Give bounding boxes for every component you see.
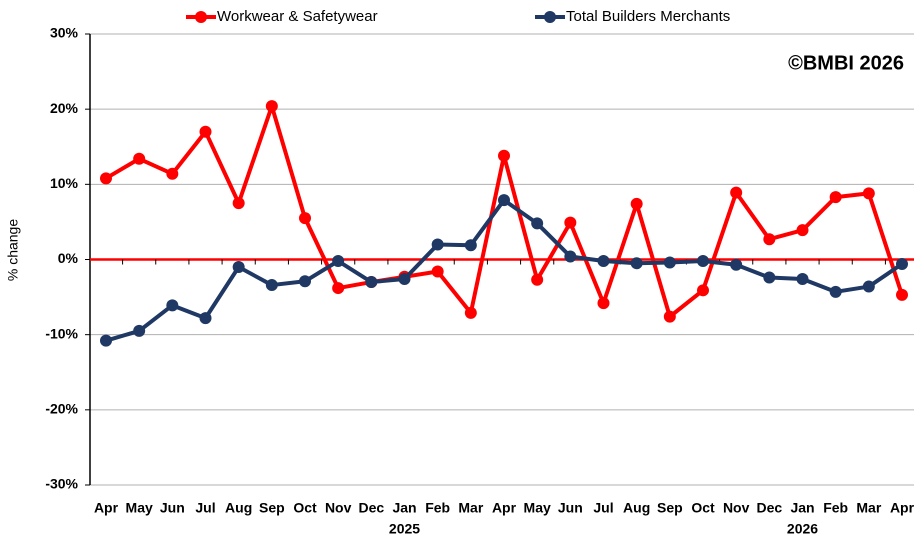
- legend-marker: [544, 11, 556, 23]
- data-point: [730, 186, 743, 199]
- y-tick-label: 10%: [50, 175, 79, 191]
- x-tick-label: Oct: [293, 500, 317, 516]
- x-tick-label: Dec: [358, 500, 384, 516]
- x-tick-label: Feb: [823, 500, 848, 516]
- data-point: [862, 187, 875, 200]
- data-point: [829, 285, 842, 298]
- x-tick-label: Dec: [756, 500, 782, 516]
- x-tick-label: Jul: [593, 500, 613, 516]
- x-tick-label: Nov: [723, 500, 750, 516]
- copyright: ©BMBI 2026: [788, 52, 904, 74]
- data-point: [398, 273, 411, 286]
- series-line: [105, 198, 904, 343]
- x-tick-label: May: [126, 500, 153, 516]
- x-tick-label: Sep: [657, 500, 683, 516]
- data-point: [299, 275, 311, 288]
- data-point: [531, 217, 544, 230]
- data-point: [697, 255, 709, 268]
- data-point: [100, 334, 112, 347]
- x-tick-label: Apr: [890, 500, 914, 516]
- data-point: [862, 280, 875, 293]
- data-point: [498, 149, 510, 162]
- y-tick-label: 0%: [58, 250, 79, 266]
- data-point: [166, 299, 179, 312]
- data-point: [597, 255, 610, 268]
- data-point: [630, 257, 643, 270]
- data-point: [166, 167, 179, 180]
- data-point: [498, 194, 510, 207]
- x-tick-label: Feb: [425, 500, 450, 516]
- x-tick-label: Sep: [259, 500, 285, 516]
- data-point: [100, 172, 112, 185]
- data-point: [896, 258, 908, 271]
- y-tick-label: -30%: [45, 476, 78, 492]
- data-point: [564, 250, 577, 263]
- data-point: [431, 265, 444, 278]
- data-point: [464, 239, 477, 252]
- data-point: [299, 212, 311, 225]
- data-point: [896, 288, 908, 301]
- y-tick-label: 30%: [50, 25, 79, 41]
- data-point: [199, 125, 212, 138]
- data-point: [663, 310, 676, 323]
- data-point: [531, 273, 544, 286]
- x-tick-label: Jan: [790, 500, 814, 516]
- data-point: [796, 224, 809, 237]
- data-point: [265, 279, 278, 292]
- legend-marker: [195, 11, 207, 23]
- x-tick-label: Jun: [160, 500, 185, 516]
- data-point: [597, 297, 610, 310]
- data-point: [431, 238, 444, 251]
- x-tick-label: May: [524, 500, 551, 516]
- year-label: 2026: [787, 521, 818, 537]
- data-point: [564, 216, 577, 229]
- data-point: [663, 256, 676, 269]
- data-point: [829, 191, 842, 204]
- x-tick-label: Aug: [225, 500, 252, 516]
- x-tick-label: Mar: [458, 500, 483, 516]
- data-point: [265, 100, 278, 113]
- x-tick-label: Apr: [94, 500, 119, 516]
- x-tick-label: Apr: [492, 500, 517, 516]
- x-tick-label: Jun: [558, 500, 583, 516]
- data-point: [199, 312, 212, 325]
- data-point: [332, 255, 345, 268]
- y-tick-label: -10%: [45, 325, 78, 341]
- x-tick-label: Mar: [856, 500, 881, 516]
- x-tick-label: Aug: [623, 500, 650, 516]
- data-point: [763, 271, 776, 284]
- x-tick-label: Nov: [325, 500, 352, 516]
- x-tick-label: Oct: [691, 500, 715, 516]
- legend-label: Total Builders Merchants: [566, 8, 730, 25]
- year-label: 2025: [389, 521, 420, 537]
- data-point: [763, 233, 776, 246]
- data-point: [133, 152, 146, 165]
- y-tick-label: 20%: [50, 100, 79, 116]
- data-point: [464, 306, 477, 319]
- data-point: [730, 258, 743, 271]
- data-point: [133, 324, 146, 337]
- data-point: [365, 276, 378, 289]
- x-tick-label: Jan: [392, 500, 416, 516]
- data-point: [332, 282, 345, 295]
- y-axis-label: % change: [5, 219, 21, 281]
- data-point: [697, 284, 709, 297]
- data-point: [796, 273, 809, 286]
- y-tick-label: -20%: [45, 401, 78, 417]
- data-point: [630, 197, 643, 210]
- legend-label: Workwear & Safetywear: [217, 8, 378, 25]
- data-point: [232, 261, 245, 274]
- x-tick-label: Jul: [195, 500, 215, 516]
- data-point: [232, 197, 245, 210]
